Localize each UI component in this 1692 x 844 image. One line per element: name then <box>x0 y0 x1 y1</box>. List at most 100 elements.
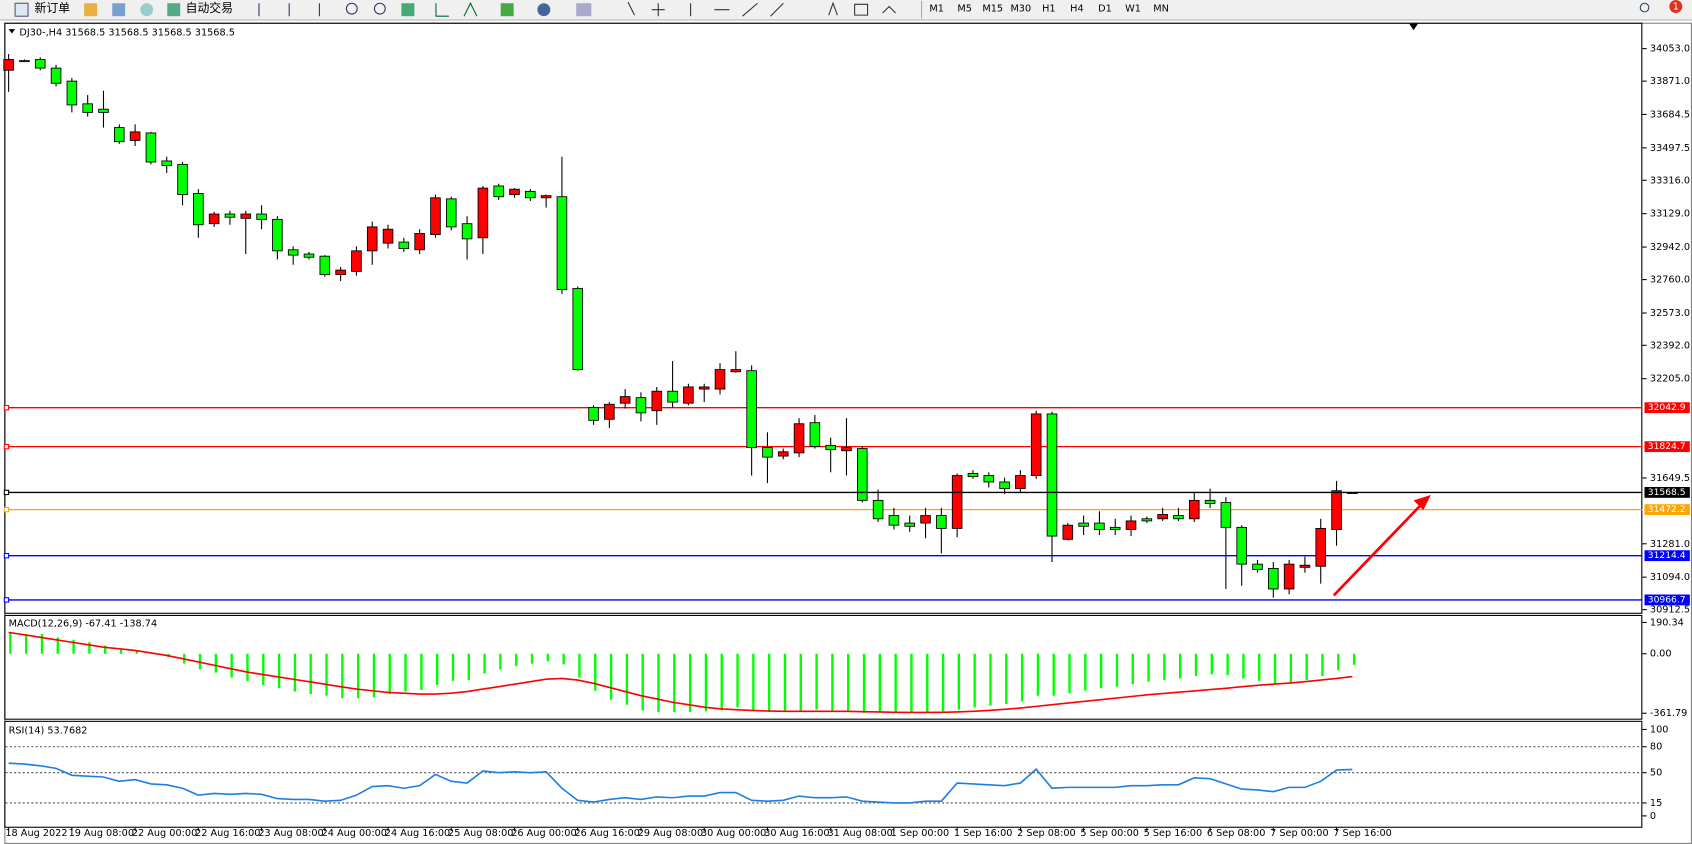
icon[interactable] <box>167 3 181 17</box>
icon[interactable] <box>345 2 358 15</box>
macd-header: MACD(12,26,9) -67.41 -138.74 <box>9 619 158 630</box>
x-tick-label: 26 Aug 00:00 <box>511 828 576 839</box>
badge-count[interactable]: 1 <box>1673 1 1679 12</box>
level-handle <box>3 552 10 559</box>
icon[interactable] <box>627 1 784 17</box>
candle-body <box>177 163 188 195</box>
period-button[interactable]: M5 <box>957 4 972 15</box>
macd-bar <box>736 653 739 708</box>
macd-bar <box>1321 653 1324 676</box>
candle-body <box>1094 522 1105 530</box>
level-label: 31568.5 <box>1648 487 1686 498</box>
candle-body <box>34 59 46 69</box>
candle-body <box>588 407 599 421</box>
rsi-panel <box>4 720 1643 828</box>
candle-body <box>335 269 346 276</box>
icon[interactable] <box>84 3 98 17</box>
macd-bar <box>1115 653 1119 687</box>
candle-body <box>777 451 789 457</box>
badge[interactable] <box>1669 0 1683 13</box>
period-button[interactable]: M30 <box>1010 4 1031 15</box>
signal-line <box>8 631 1353 714</box>
macd-bar <box>1068 653 1071 694</box>
macd-bar <box>530 653 534 664</box>
candle-body <box>967 472 979 478</box>
y-tick-label: 33497.5 <box>1650 143 1690 154</box>
y-tick-label: 0 <box>1650 811 1656 822</box>
button-label[interactable]: 新订单 <box>35 1 71 15</box>
period-button[interactable]: H4 <box>1070 4 1083 15</box>
header-open: 31568.5 <box>65 27 105 38</box>
icon[interactable] <box>14 2 29 17</box>
toolbar: 新订单 自动交易 M1 M5 M15 M30 H1 H4 D1 W1 MN 1 <box>0 0 1692 21</box>
period-button[interactable]: D1 <box>1098 4 1112 15</box>
macd-bar <box>546 653 550 662</box>
icon[interactable] <box>882 5 897 14</box>
icon[interactable] <box>112 3 126 17</box>
period-button[interactable]: W1 <box>1125 4 1141 15</box>
candle-body <box>1141 518 1153 522</box>
level-label: 30966.7 <box>1648 594 1686 605</box>
macd-bar <box>973 653 976 708</box>
icon[interactable] <box>140 3 154 17</box>
candle-body <box>888 515 900 526</box>
candle-body <box>287 249 299 256</box>
macd-bar <box>767 653 771 713</box>
icon[interactable] <box>258 3 320 17</box>
candle-body <box>398 241 410 249</box>
macd-bar <box>1273 653 1277 684</box>
candle-body <box>1078 522 1089 527</box>
x-tick-label: 19 Aug 08:00 <box>69 828 134 839</box>
icon[interactable] <box>500 3 514 17</box>
button-label[interactable]: 自动交易 <box>186 1 233 15</box>
macd-title: MACD(12,26,9) <box>9 619 83 630</box>
period-button[interactable]: M1 <box>929 4 944 15</box>
candle-body <box>1236 526 1247 565</box>
menu-marker <box>8 29 16 34</box>
icon[interactable] <box>828 1 869 16</box>
symbol: DJ30-,H4 <box>19 27 62 38</box>
period-button[interactable]: MN <box>1153 4 1169 15</box>
y-tick-label: 33316.0 <box>1650 175 1690 186</box>
candle-body <box>1188 499 1200 520</box>
candle-body <box>1173 515 1184 520</box>
macd-bar <box>847 653 850 711</box>
macd-bar <box>388 653 391 695</box>
macd-bar <box>815 653 818 710</box>
macd-bar <box>341 653 344 699</box>
x-tick-label: 29 Aug 08:00 <box>638 828 703 839</box>
period-button[interactable]: M15 <box>982 4 1003 15</box>
candle-body <box>857 448 868 501</box>
macd-bar <box>1020 653 1024 702</box>
candle-body <box>256 213 267 220</box>
level-handle <box>3 597 10 603</box>
x-tick-label: 5 Sep 00:00 <box>1080 828 1139 839</box>
candle-body <box>793 423 805 454</box>
x-tick-label: 7 Sep 00:00 <box>1270 828 1329 839</box>
macd-bar <box>309 653 312 695</box>
y-tick-label: 31649.5 <box>1650 473 1690 484</box>
x-tick-label: 7 Sep 16:00 <box>1333 828 1392 839</box>
icon[interactable] <box>537 3 551 17</box>
y-tick-label: 15 <box>1650 798 1662 809</box>
candle-body <box>319 255 331 276</box>
icon[interactable] <box>401 3 415 17</box>
macd-bar <box>1163 653 1166 681</box>
candle-body <box>651 390 663 412</box>
macd-bar <box>720 653 723 711</box>
macd-bar <box>1084 653 1087 691</box>
icon[interactable] <box>576 3 592 17</box>
search-icon[interactable] <box>1639 2 1650 13</box>
y-tick-label: 190.34 <box>1650 617 1684 628</box>
y-tick-label: 31094.0 <box>1650 572 1690 583</box>
icon[interactable] <box>373 2 386 15</box>
icon[interactable] <box>435 2 478 17</box>
macd-panel <box>4 614 1643 720</box>
period-button[interactable]: H1 <box>1042 4 1055 15</box>
level-label: 31214.4 <box>1648 550 1686 561</box>
macd-bar <box>451 653 455 681</box>
y-tick-label: 0.00 <box>1650 649 1672 660</box>
macd-bar <box>957 653 961 710</box>
macd-bar <box>1352 653 1356 665</box>
